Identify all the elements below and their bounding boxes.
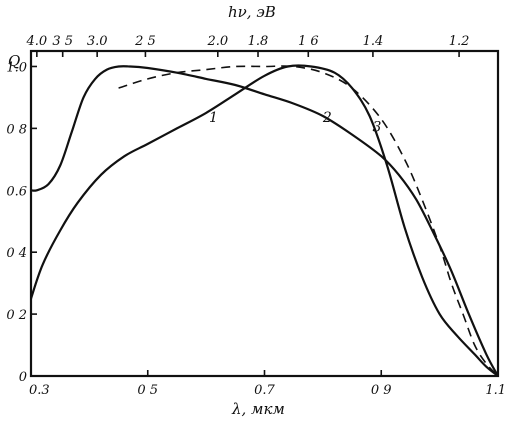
top-tick-label: 3 5	[52, 34, 73, 49]
series-3-label: 3	[372, 119, 381, 135]
x-tick-label: 0 5	[137, 383, 158, 398]
series-2-label: 2	[322, 110, 332, 126]
series-1-line	[29, 64, 499, 377]
x-tick-label: 1.1	[485, 383, 506, 398]
x-tick-label: 0.7	[254, 383, 275, 398]
top-tick-label: 3.0	[87, 34, 108, 49]
y-tick-label: 0.6	[6, 184, 27, 199]
series-2-line	[30, 65, 499, 377]
series-layer	[29, 64, 499, 377]
y-tick-label: 0 2	[6, 308, 27, 323]
y-axis-title: Q	[8, 52, 20, 70]
top-tick-label: 1.4	[363, 34, 384, 49]
labels-layer: 1 2 3	[209, 110, 381, 135]
y-tick-label: 1.0	[6, 60, 27, 75]
top-tick-label: 1 6	[298, 34, 319, 49]
series-1-label: 1	[209, 110, 218, 126]
x-tick-label: 0 9	[371, 383, 392, 398]
plot-frame	[29, 49, 500, 378]
y-tick-label: 0 8	[6, 122, 27, 137]
top-tick-label: 2 5	[134, 34, 156, 49]
x2-axis-title: hν, эВ	[228, 3, 276, 21]
top-tick-label: 1.8	[248, 34, 269, 49]
x-axis-title: λ, мкм	[231, 400, 285, 418]
ticks-layer: 0.3 0 5 0.7 0 9 1.1 0 0 2 0 4 0.6 0 8 1.0 4.0 3 5 3.0…	[6, 34, 506, 398]
y-tick-label: 0 4	[6, 246, 27, 261]
top-tick-label: 4.0	[25, 34, 47, 49]
x-tick-label: 0.3	[29, 383, 50, 398]
top-tick-label: 1.2	[449, 34, 470, 49]
top-tick-label: 2.0	[206, 34, 228, 49]
series-3-line	[118, 65, 499, 377]
y-tick-label: 0	[19, 370, 27, 385]
